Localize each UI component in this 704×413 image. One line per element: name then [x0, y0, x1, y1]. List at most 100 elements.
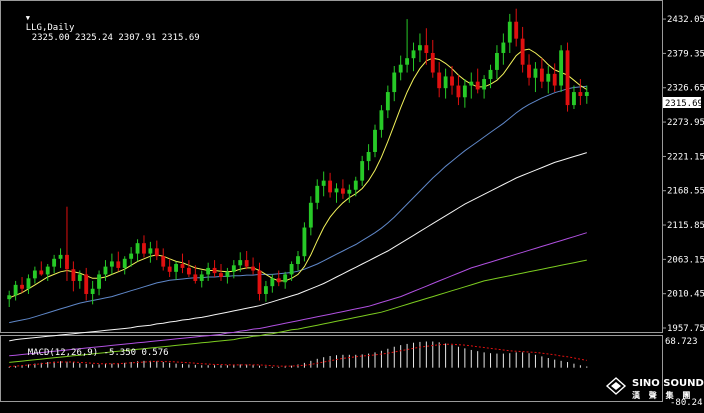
- candle: [90, 280, 95, 305]
- candle-body: [437, 72, 442, 89]
- candle-body: [238, 260, 243, 266]
- candle-body: [308, 202, 313, 228]
- candle: [552, 63, 557, 93]
- candle-body: [58, 254, 63, 259]
- y-tick-label: 2063.15: [667, 255, 704, 265]
- candle-body: [469, 81, 474, 86]
- candle: [13, 280, 18, 301]
- candle: [65, 206, 69, 281]
- y-tick-label: 1957.75: [667, 324, 704, 334]
- sino-sound-logo: SINO SOUND 漢 聲 集 團: [605, 377, 704, 400]
- candle-body: [559, 50, 564, 86]
- candle: [340, 179, 345, 199]
- candle: [77, 270, 82, 289]
- candle: [225, 267, 230, 284]
- candle: [199, 270, 204, 288]
- candle-body: [475, 81, 480, 90]
- candle: [392, 66, 397, 102]
- candle-body: [418, 45, 422, 51]
- candle: [116, 251, 121, 272]
- candle-body: [347, 189, 352, 194]
- candle-body: [71, 269, 76, 281]
- macd-signal-line: [9, 343, 587, 367]
- y-tick-label: 2432.05: [667, 15, 704, 25]
- candle: [385, 85, 390, 119]
- candle-body: [353, 180, 358, 190]
- candle: [315, 179, 320, 210]
- candle-body: [450, 76, 454, 86]
- candle-body: [572, 92, 576, 106]
- candle: [321, 171, 326, 197]
- candle: [514, 8, 519, 47]
- candle-body: [514, 21, 519, 39]
- candle: [135, 239, 140, 262]
- candle-body: [186, 267, 191, 275]
- candle-body: [52, 258, 57, 267]
- candle: [20, 277, 24, 293]
- candle-body: [456, 85, 461, 98]
- candle: [52, 254, 57, 274]
- candle-body: [379, 110, 384, 130]
- candle-body: [116, 261, 121, 268]
- candle: [462, 79, 467, 108]
- candle-body: [251, 266, 256, 271]
- candle: [154, 240, 159, 261]
- candle: [244, 250, 249, 270]
- candle-body: [296, 256, 300, 265]
- candle: [469, 72, 474, 99]
- candle-body: [7, 295, 12, 300]
- candle: [475, 68, 480, 94]
- candle-body: [462, 85, 467, 98]
- candle: [161, 248, 166, 271]
- candle: [180, 253, 185, 274]
- candle-body: [398, 64, 403, 73]
- candle: [411, 42, 416, 72]
- macd-histogram: [8, 341, 588, 368]
- ma-purple-line: [9, 232, 587, 357]
- candle: [572, 85, 576, 109]
- y-tick-label: 2168.55: [667, 187, 704, 197]
- ma-slow-line: [9, 152, 587, 342]
- candle-body: [373, 129, 377, 152]
- dropdown-triangle-icon[interactable]: ▼: [25, 14, 30, 22]
- candle-body: [77, 274, 82, 281]
- candle-body: [385, 92, 390, 111]
- candle-body: [109, 261, 114, 267]
- price-tag-label: 2315.69: [665, 99, 703, 109]
- candle: [437, 62, 442, 98]
- candle-body: [424, 45, 429, 53]
- candle: [533, 62, 538, 93]
- candle: [231, 260, 236, 279]
- candle-body: [578, 92, 583, 96]
- candle: [405, 19, 410, 73]
- y-tick-label: 2326.65: [667, 84, 704, 94]
- candle: [520, 26, 525, 73]
- candle: [424, 28, 429, 65]
- candle-body: [283, 274, 288, 283]
- candle: [539, 58, 544, 89]
- candle: [263, 280, 268, 302]
- candle: [495, 45, 499, 80]
- logo-chinese-text: 漢 聲 集 團: [632, 390, 693, 400]
- logo-text: SINO SOUND: [632, 378, 704, 389]
- candle: [32, 266, 37, 284]
- price-axis: 2432.05 2379.35 2326.65 2273.95 2221.15 2168.…: [662, 15, 704, 334]
- candle: [174, 261, 178, 280]
- candle: [109, 253, 114, 275]
- current-price-tag: 2315.69: [663, 97, 703, 109]
- candle-body: [180, 264, 185, 268]
- candle-body: [257, 270, 262, 294]
- candle: [212, 260, 217, 278]
- candle: [418, 33, 422, 63]
- candle-body: [32, 270, 37, 279]
- candle: [186, 260, 191, 278]
- candle-body: [289, 264, 294, 275]
- candle: [276, 270, 281, 287]
- ma-mid-line: [9, 85, 587, 324]
- candle-body: [13, 284, 18, 296]
- macd-scale-bottom: -80.24: [670, 398, 703, 408]
- macd-header: MACD(12,26,9) -5.350 0.576: [6, 338, 169, 368]
- candle-body: [334, 188, 339, 193]
